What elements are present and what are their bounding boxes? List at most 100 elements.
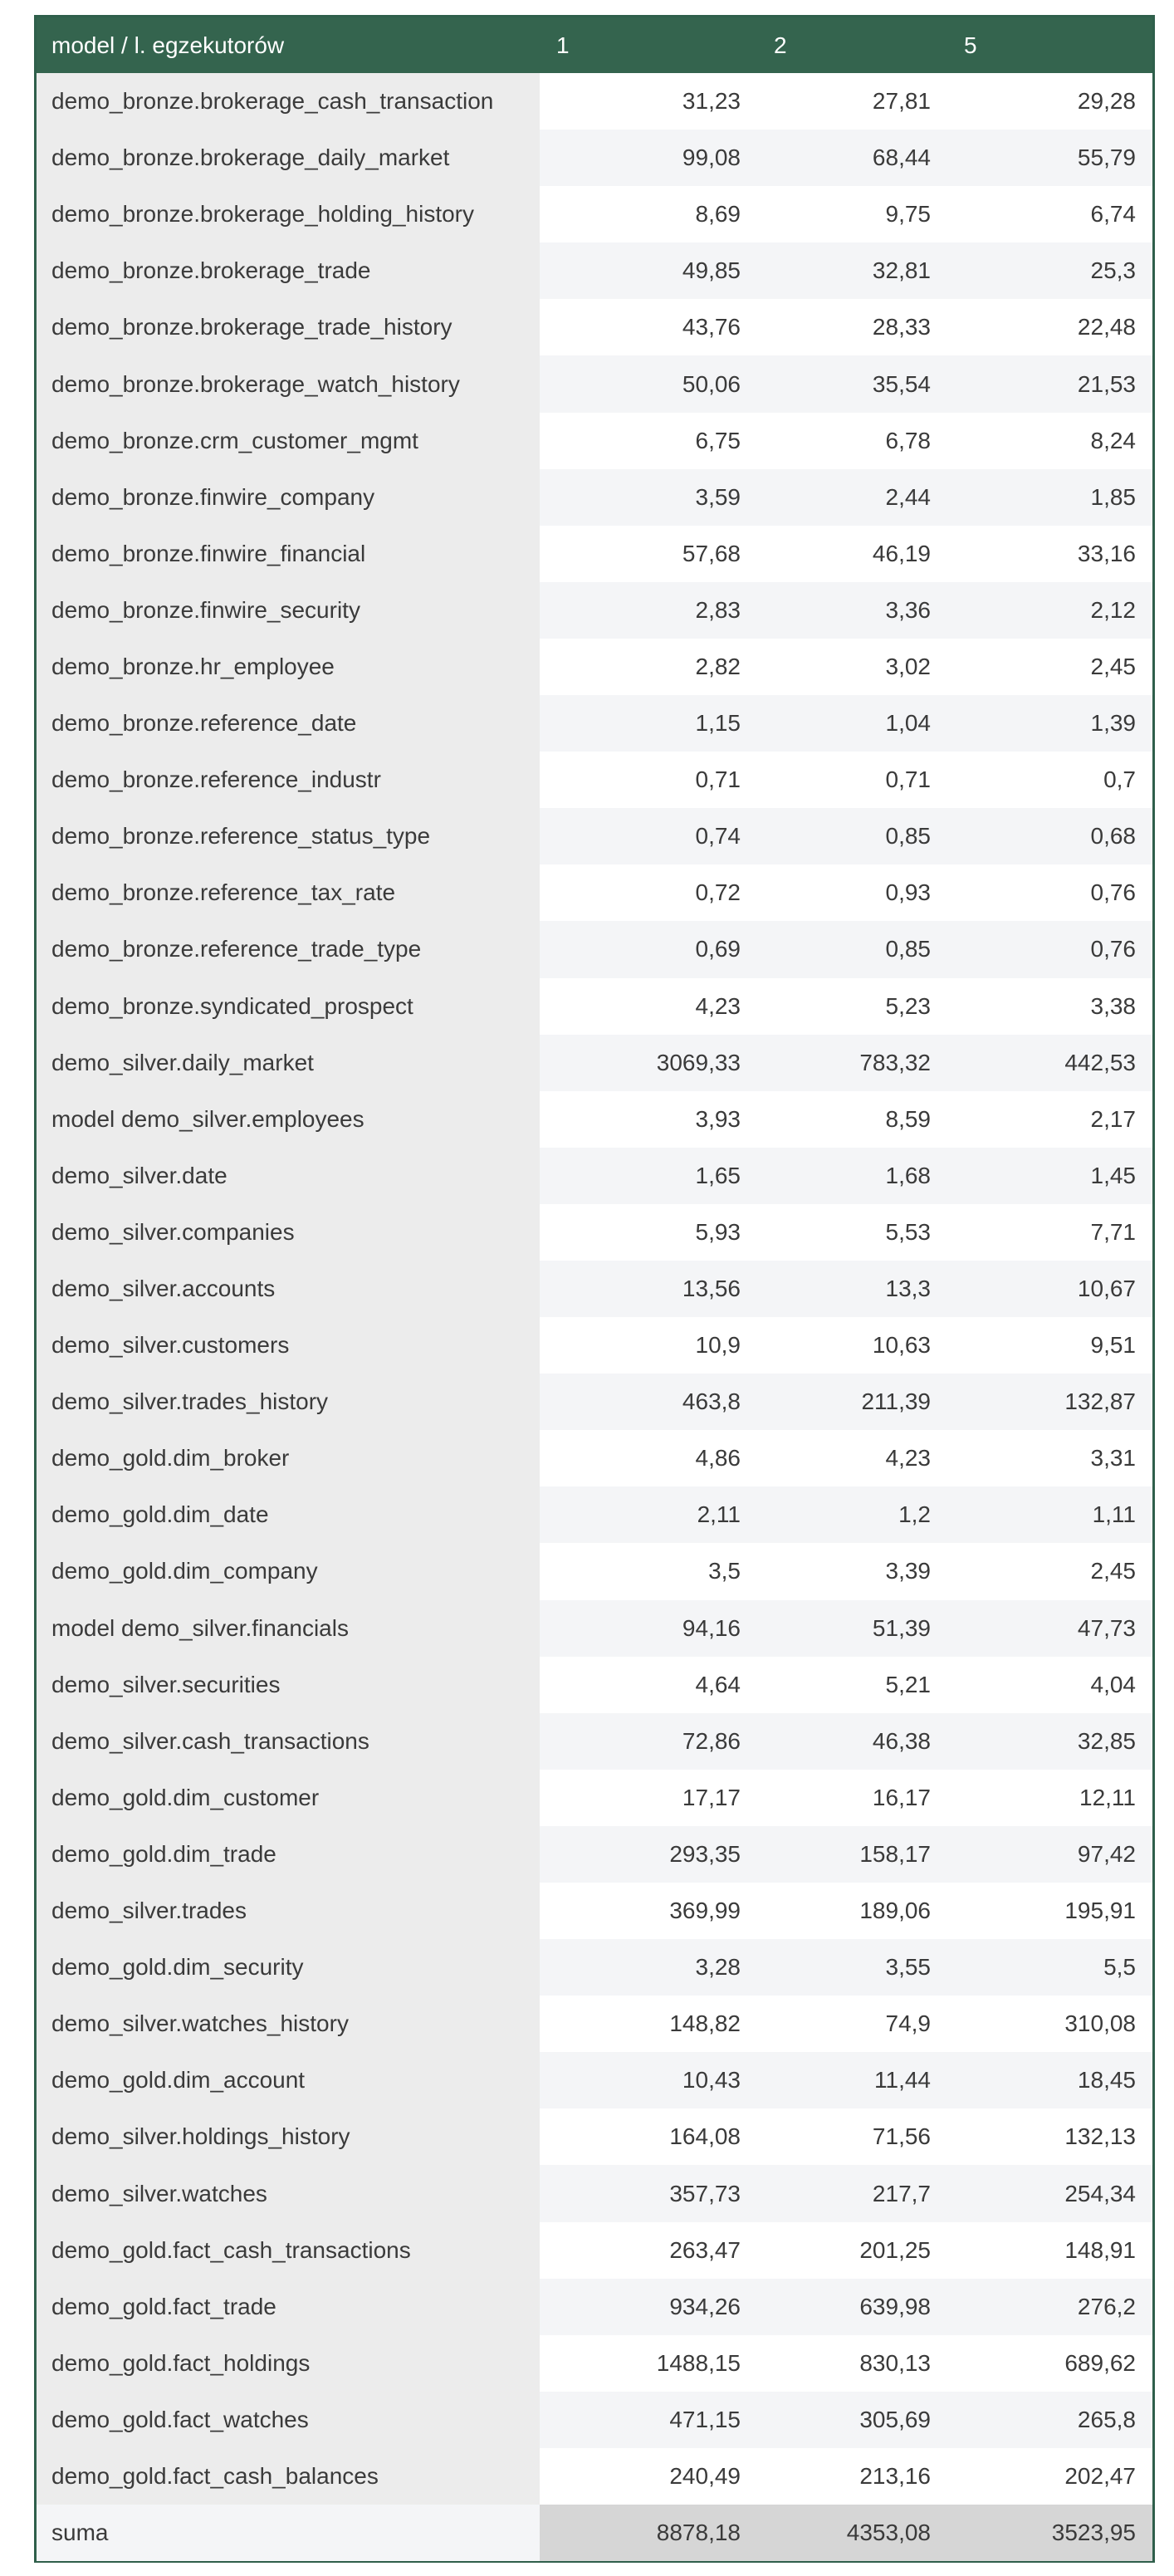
table-row: demo_gold.fact_trade 934,26 639,98 276,2 [37,2278,1152,2335]
value-2-executors-cell: 0,85 [757,921,947,978]
value-2-executors-cell: 74,9 [757,1996,947,2053]
model-name-cell: demo_silver.watches_history [37,1996,540,2053]
value-2-executors-cell: 201,25 [757,2221,947,2279]
value-1-executor-cell: 1488,15 [540,2334,757,2392]
header-col-1: 1 [540,17,757,73]
value-5-executors-cell: 0,68 [947,808,1152,865]
table-row: demo_bronze.hr_employee 2,82 3,02 2,45 [37,638,1152,696]
model-name-cell: demo_gold.dim_security [37,1939,540,1996]
sum-row: suma 8878,18 4353,08 3523,95 [37,2505,1152,2562]
model-name-cell: demo_silver.date [37,1147,540,1204]
value-2-executors-cell: 11,44 [757,2052,947,2109]
model-name-cell: demo_bronze.brokerage_trade [37,242,540,300]
table-row: demo_bronze.brokerage_daily_market 99,08 6… [37,130,1152,187]
table-row: demo_bronze.brokerage_trade_history 43,76… [37,299,1152,356]
table-row: demo_gold.fact_cash_transactions 263,47 20… [37,2221,1152,2279]
value-2-executors-cell: 0,85 [757,808,947,865]
value-5-executors-cell: 2,17 [947,1090,1152,1148]
model-name-cell: demo_silver.trades [37,1883,540,1940]
value-5-executors-cell: 3,31 [947,1430,1152,1487]
value-2-executors-cell: 217,7 [757,2165,947,2222]
value-2-executors-cell: 51,39 [757,1599,947,1657]
value-1-executor-cell: 263,47 [540,2221,757,2279]
model-name-cell: demo_bronze.crm_customer_mgmt [37,412,540,469]
model-name-cell: demo_bronze.brokerage_holding_history [37,186,540,243]
value-5-executors-cell: 8,24 [947,412,1152,469]
model-name-cell: demo_silver.cash_transactions [37,1712,540,1770]
value-1-executor-cell: 3069,33 [540,1034,757,1091]
model-name-cell: model demo_silver.employees [37,1090,540,1148]
value-5-executors-cell: 202,47 [947,2447,1152,2505]
model-name-cell: demo_bronze.reference_tax_rate [37,864,540,922]
value-1-executor-cell: 3,93 [540,1090,757,1148]
model-name-cell: demo_bronze.finwire_security [37,581,540,639]
table-row: demo_bronze.syndicated_prospect 4,23 5,23 3… [37,977,1152,1035]
value-5-executors-cell: 1,11 [947,1486,1152,1544]
value-2-executors-cell: 3,02 [757,638,947,696]
model-name-cell: demo_silver.customers [37,1317,540,1374]
table-row: demo_bronze.finwire_company 3,59 2,44 1,85 [37,468,1152,526]
model-name-cell: demo_silver.holdings_history [37,2108,540,2166]
table-row: demo_silver.customers 10,9 10,63 9,51 [37,1317,1152,1374]
value-2-executors-cell: 1,2 [757,1486,947,1544]
model-name-cell: demo_silver.watches [37,2165,540,2222]
value-5-executors-cell: 1,45 [947,1147,1152,1204]
table-row: demo_gold.dim_account 10,43 11,44 18,45 [37,2052,1152,2109]
value-5-executors-cell: 132,87 [947,1374,1152,1431]
value-2-executors-cell: 1,04 [757,695,947,752]
model-name-cell: demo_silver.companies [37,1203,540,1261]
value-2-executors-cell: 305,69 [757,2391,947,2448]
value-2-executors-cell: 3,55 [757,1939,947,1996]
table-row: demo_silver.trades 369,99 189,06 195,91 [37,1883,1152,1940]
value-1-executor-cell: 31,23 [540,73,757,130]
header-col-5: 5 [947,17,1152,73]
value-1-executor-cell: 164,08 [540,2108,757,2166]
table-row: demo_gold.dim_broker 4,86 4,23 3,31 [37,1430,1152,1487]
value-5-executors-cell: 276,2 [947,2278,1152,2335]
table-row: demo_bronze.finwire_security 2,83 3,36 2,12 [37,581,1152,639]
table-row: demo_gold.dim_trade 293,35 158,17 97,42 [37,1825,1152,1883]
value-1-executor-cell: 240,49 [540,2447,757,2505]
value-2-executors-cell: 9,75 [757,186,947,243]
table-row: demo_silver.watches_history 148,82 74,9 310… [37,1996,1152,2053]
value-5-executors-cell: 12,11 [947,1769,1152,1826]
model-name-cell: demo_gold.fact_watches [37,2391,540,2448]
model-name-cell: model demo_silver.financials [37,1599,540,1657]
model-name-cell: demo_gold.dim_account [37,2052,540,2109]
table-row: demo_bronze.reference_tax_rate 0,72 0,93 0,… [37,864,1152,922]
value-1-executor-cell: 3,59 [540,468,757,526]
value-5-executors-cell: 47,73 [947,1599,1152,1657]
value-2-executors-cell: 211,39 [757,1374,947,1431]
table-row: demo_gold.dim_security 3,28 3,55 5,5 [37,1939,1152,1996]
model-name-cell: demo_gold.dim_date [37,1486,540,1544]
value-2-executors-cell: 830,13 [757,2334,947,2392]
value-5-executors-cell: 10,67 [947,1260,1152,1318]
value-2-executors-cell: 8,59 [757,1090,947,1148]
value-5-executors-cell: 5,5 [947,1939,1152,1996]
value-1-executor-cell: 72,86 [540,1712,757,1770]
value-2-executors-cell: 16,17 [757,1769,947,1826]
value-1-executor-cell: 4,86 [540,1430,757,1487]
value-2-executors-cell: 189,06 [757,1883,947,1940]
value-1-executor-cell: 0,74 [540,808,757,865]
value-5-executors-cell: 0,76 [947,864,1152,922]
model-name-cell: demo_bronze.reference_status_type [37,808,540,865]
value-1-executor-cell: 2,82 [540,638,757,696]
model-name-cell: demo_gold.dim_trade [37,1825,540,1883]
value-1-executor-cell: 6,75 [540,412,757,469]
value-5-executors-cell: 2,45 [947,1543,1152,1600]
value-1-executor-cell: 934,26 [540,2278,757,2335]
table-body: demo_bronze.brokerage_cash_transaction 31… [37,73,1152,2562]
model-name-cell: demo_bronze.reference_industr [37,752,540,809]
header-col-2: 2 [757,17,947,73]
value-5-executors-cell: 9,51 [947,1317,1152,1374]
model-name-cell: demo_silver.daily_market [37,1034,540,1091]
table-row: demo_bronze.brokerage_trade 49,85 32,81 25,… [37,242,1152,300]
value-1-executor-cell: 5,93 [540,1203,757,1261]
value-1-executor-cell: 293,35 [540,1825,757,1883]
value-1-executor-cell: 3,5 [540,1543,757,1600]
value-5-executors-cell: 254,34 [947,2165,1152,2222]
table-row: demo_gold.fact_watches 471,15 305,69 265,8 [37,2391,1152,2448]
value-1-executor-cell: 463,8 [540,1374,757,1431]
value-1-executor-cell: 0,72 [540,864,757,922]
